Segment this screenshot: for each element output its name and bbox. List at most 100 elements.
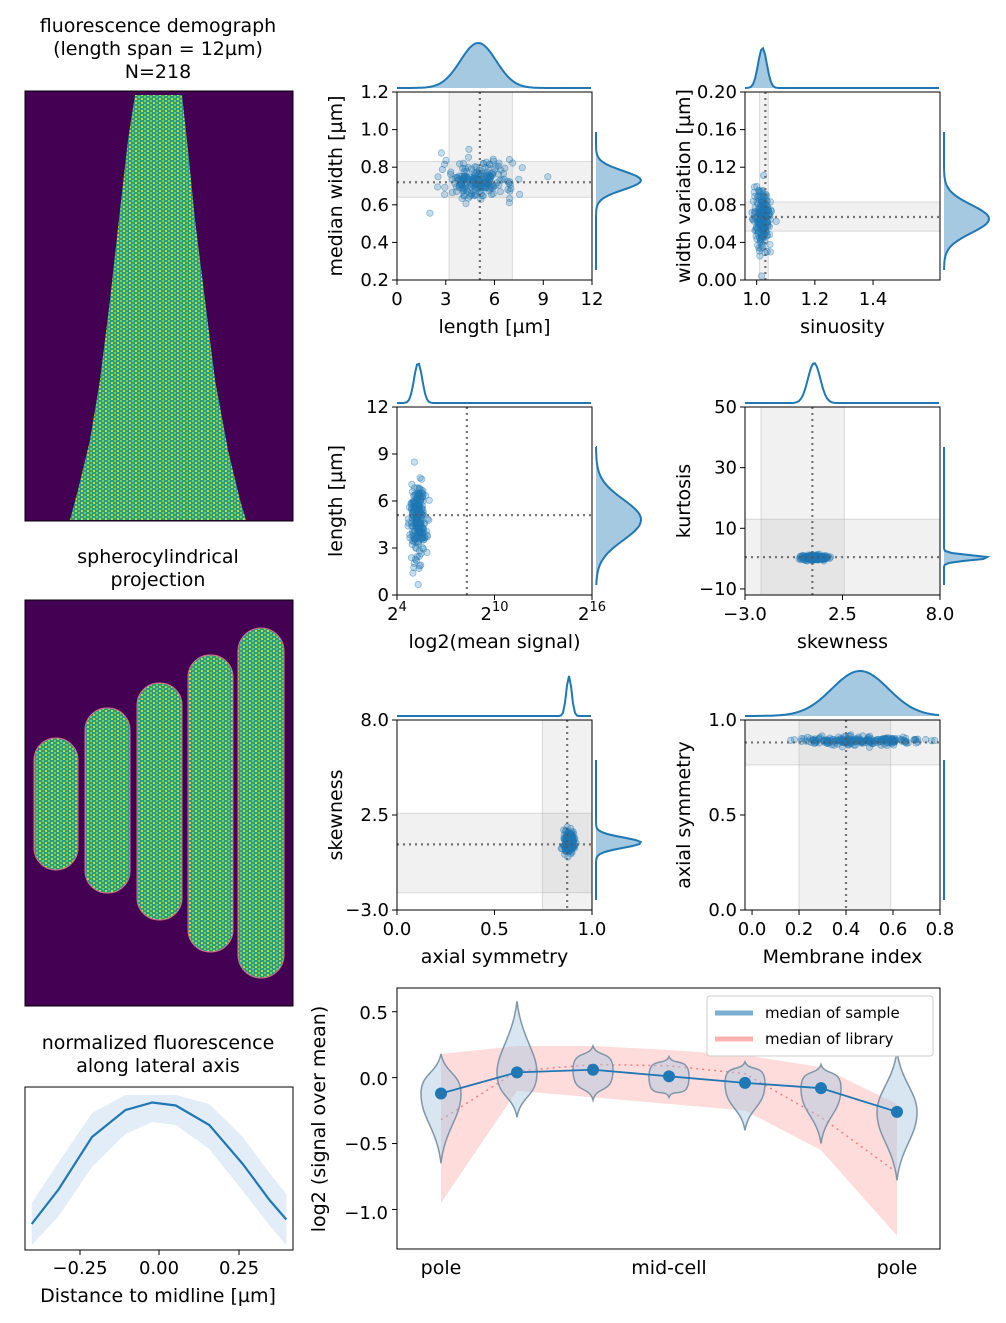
point <box>761 193 769 201</box>
x-axis-label: log2(mean signal) <box>408 631 580 653</box>
point <box>471 163 479 171</box>
point <box>416 527 425 535</box>
point <box>408 499 417 507</box>
point <box>418 493 426 501</box>
y-tick-label: 8.0 <box>360 710 389 731</box>
point <box>482 184 490 192</box>
point <box>756 207 765 215</box>
point <box>481 183 489 191</box>
point <box>408 522 416 530</box>
point <box>564 834 573 842</box>
point <box>473 175 481 183</box>
point <box>566 840 575 848</box>
point <box>479 160 487 168</box>
x-tick-label: 3 <box>440 289 451 310</box>
point <box>759 244 767 252</box>
point <box>569 828 577 836</box>
top-kde <box>744 46 939 89</box>
point <box>565 843 573 852</box>
y-axis-label: width variation [µm] <box>673 89 695 283</box>
point <box>470 172 478 180</box>
point <box>757 195 765 204</box>
point <box>455 160 464 168</box>
point <box>416 497 424 505</box>
projection-title-2: projection <box>111 569 206 591</box>
x-axis-label: skewness <box>797 631 888 653</box>
point <box>487 183 495 192</box>
point <box>481 184 490 192</box>
point <box>416 527 425 535</box>
point <box>758 207 766 215</box>
point <box>411 499 419 507</box>
violin-ytick-3: −0.5 <box>344 1134 388 1155</box>
point <box>416 521 424 530</box>
lateral-xlabel: Distance to midline [µm] <box>40 1285 276 1307</box>
point <box>485 171 493 179</box>
point <box>883 741 891 750</box>
point <box>422 527 430 535</box>
point <box>415 547 424 555</box>
point <box>821 738 830 747</box>
point <box>756 244 765 252</box>
y-tick-label: 12 <box>366 397 389 418</box>
point <box>479 183 487 191</box>
point <box>755 244 763 252</box>
right-marginal <box>943 132 990 270</box>
point <box>453 174 461 182</box>
point <box>756 207 765 215</box>
point <box>414 538 422 546</box>
point <box>411 535 419 544</box>
point <box>451 174 459 182</box>
point <box>764 206 772 214</box>
point <box>417 495 425 503</box>
point <box>455 183 463 191</box>
point <box>407 504 415 512</box>
point <box>413 498 421 506</box>
point <box>808 555 816 563</box>
point <box>410 498 419 506</box>
point <box>750 183 759 191</box>
y-tick-label: 0.0 <box>708 900 737 921</box>
top-kde <box>745 362 939 404</box>
point <box>756 209 764 217</box>
point <box>419 525 427 533</box>
point <box>544 173 552 181</box>
violin-xlabel-left: pole <box>421 1257 462 1279</box>
point <box>568 835 577 843</box>
point <box>417 534 426 542</box>
top-kde <box>397 362 591 404</box>
point <box>426 209 434 217</box>
point <box>564 837 572 845</box>
point <box>509 159 517 167</box>
violin-ytick-2: 0.0 <box>359 1069 388 1090</box>
point <box>489 182 498 191</box>
point <box>414 491 423 499</box>
violin <box>724 1059 766 1131</box>
point <box>413 484 421 492</box>
point <box>469 176 477 184</box>
point <box>457 176 465 184</box>
point <box>754 200 762 208</box>
point <box>754 224 762 232</box>
point <box>472 163 480 171</box>
x-tick-label: 216 <box>578 600 606 625</box>
point <box>760 233 768 241</box>
point <box>472 173 480 181</box>
point <box>416 534 424 543</box>
lateral-panel: normalized fluorescence along lateral ax… <box>24 1032 294 1307</box>
lateral-tick-label-3: 0.25 <box>219 1258 259 1279</box>
point <box>447 168 455 176</box>
y-tick-label: 0.12 <box>697 157 737 178</box>
point <box>764 207 772 215</box>
point <box>418 505 426 513</box>
point <box>484 179 493 187</box>
point <box>814 555 822 563</box>
point <box>408 514 416 522</box>
point <box>483 168 491 176</box>
point <box>462 175 470 183</box>
point <box>750 217 758 225</box>
point <box>460 167 468 175</box>
point <box>463 174 471 183</box>
point <box>878 735 886 744</box>
point <box>414 540 423 548</box>
